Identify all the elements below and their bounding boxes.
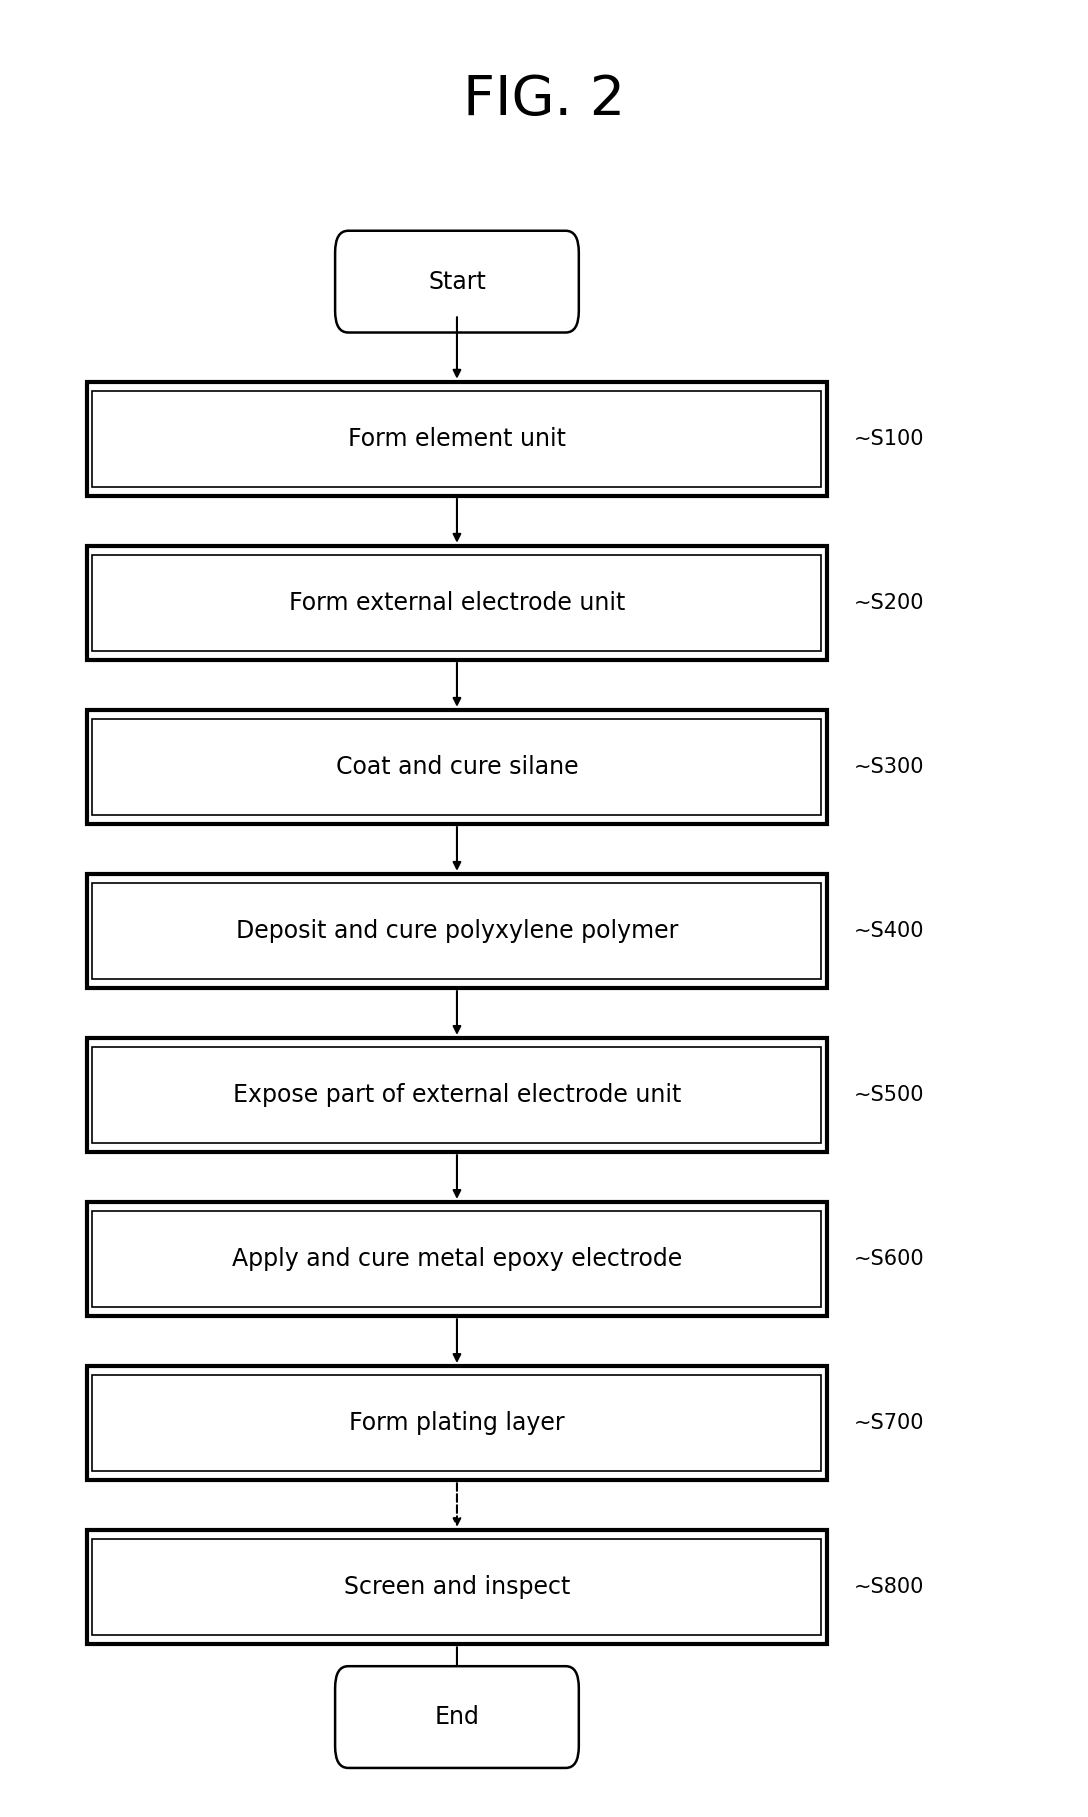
FancyBboxPatch shape	[87, 1038, 827, 1152]
Text: Form plating layer: Form plating layer	[349, 1412, 565, 1435]
FancyBboxPatch shape	[92, 1210, 821, 1306]
FancyBboxPatch shape	[92, 1047, 821, 1143]
FancyBboxPatch shape	[87, 874, 827, 988]
FancyBboxPatch shape	[87, 382, 827, 496]
Text: Deposit and cure polyxylene polymer: Deposit and cure polyxylene polymer	[236, 919, 678, 943]
Text: Apply and cure metal epoxy electrode: Apply and cure metal epoxy electrode	[232, 1246, 682, 1272]
Text: Screen and inspect: Screen and inspect	[344, 1575, 570, 1599]
FancyBboxPatch shape	[335, 231, 579, 333]
Text: ~S600: ~S600	[854, 1248, 925, 1268]
Text: ~S800: ~S800	[854, 1577, 925, 1597]
FancyBboxPatch shape	[87, 1530, 827, 1644]
Text: FIG. 2: FIG. 2	[462, 73, 626, 127]
FancyBboxPatch shape	[335, 1666, 579, 1768]
Text: Form external electrode unit: Form external electrode unit	[288, 591, 626, 614]
Text: Expose part of external electrode unit: Expose part of external electrode unit	[233, 1083, 681, 1107]
FancyBboxPatch shape	[92, 391, 821, 487]
FancyBboxPatch shape	[92, 554, 821, 650]
Text: ~S300: ~S300	[854, 758, 925, 778]
FancyBboxPatch shape	[87, 1366, 827, 1481]
Text: ~S700: ~S700	[854, 1414, 925, 1434]
Text: Coat and cure silane: Coat and cure silane	[335, 754, 579, 779]
Text: Form element unit: Form element unit	[348, 427, 566, 451]
FancyBboxPatch shape	[92, 1375, 821, 1472]
Text: ~S500: ~S500	[854, 1085, 925, 1105]
Text: ~S400: ~S400	[854, 921, 925, 941]
FancyBboxPatch shape	[87, 545, 827, 660]
FancyBboxPatch shape	[92, 1539, 821, 1635]
FancyBboxPatch shape	[92, 883, 821, 979]
Text: ~S100: ~S100	[854, 429, 925, 449]
Text: Start: Start	[428, 269, 486, 294]
Text: ~S200: ~S200	[854, 592, 925, 612]
FancyBboxPatch shape	[87, 710, 827, 825]
FancyBboxPatch shape	[92, 720, 821, 816]
FancyBboxPatch shape	[87, 1201, 827, 1316]
Text: End: End	[434, 1704, 480, 1730]
